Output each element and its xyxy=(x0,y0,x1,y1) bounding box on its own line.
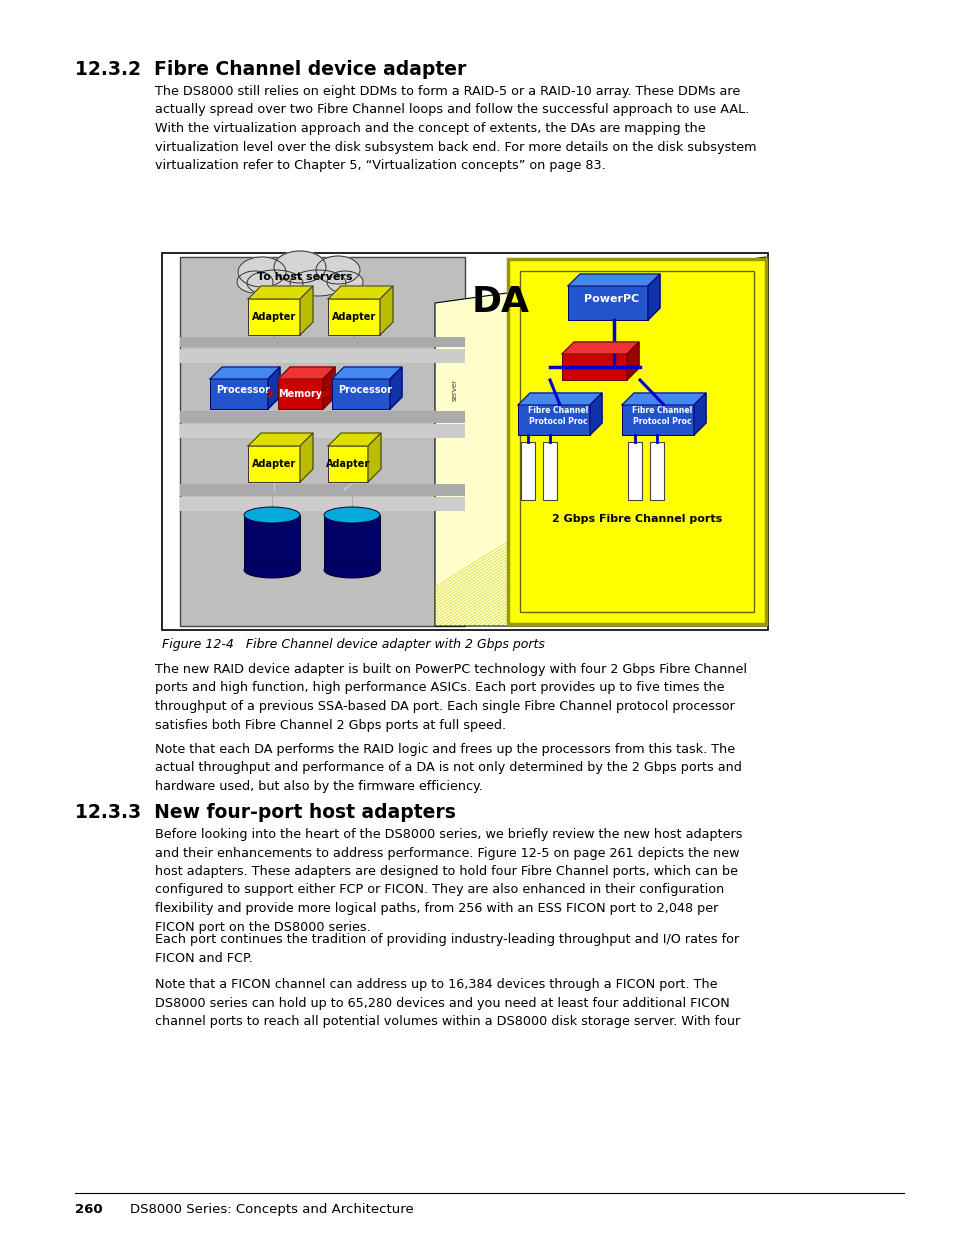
Text: 12.3.3  New four-port host adapters: 12.3.3 New four-port host adapters xyxy=(75,803,456,823)
Polygon shape xyxy=(268,367,280,409)
Text: PowerPC: PowerPC xyxy=(584,294,639,304)
Text: Fibre Channel
Protocol Proc: Fibre Channel Protocol Proc xyxy=(631,406,691,426)
Text: 2 Gbps Fibre Channel ports: 2 Gbps Fibre Channel ports xyxy=(551,514,721,524)
Bar xyxy=(162,253,767,630)
Ellipse shape xyxy=(237,257,286,287)
Text: The DS8000 still relies on eight DDMs to form a RAID-5 or a RAID-10 array. These: The DS8000 still relies on eight DDMs to… xyxy=(154,85,756,172)
Text: Adapter: Adapter xyxy=(252,312,295,322)
Text: Adapter: Adapter xyxy=(332,312,375,322)
Polygon shape xyxy=(647,274,659,320)
Text: server: server xyxy=(452,379,457,401)
Polygon shape xyxy=(248,433,313,446)
Bar xyxy=(180,350,464,363)
Bar xyxy=(507,259,765,624)
Ellipse shape xyxy=(274,251,326,283)
Bar xyxy=(621,405,693,435)
Text: Processor: Processor xyxy=(337,385,392,395)
Polygon shape xyxy=(328,287,393,299)
Polygon shape xyxy=(693,393,705,435)
Ellipse shape xyxy=(236,270,273,293)
Bar xyxy=(649,442,663,500)
Text: 260: 260 xyxy=(75,1203,103,1216)
Text: Note that a FICON channel can address up to 16,384 devices through a FICON port.: Note that a FICON channel can address up… xyxy=(154,978,740,1028)
Bar xyxy=(519,270,753,613)
Bar xyxy=(210,379,268,409)
Bar xyxy=(561,354,626,380)
Text: Figure 12-4   Fibre Channel device adapter with 2 Gbps ports: Figure 12-4 Fibre Channel device adapter… xyxy=(162,638,544,651)
Bar xyxy=(567,287,647,320)
Ellipse shape xyxy=(244,562,299,578)
Text: Processor: Processor xyxy=(215,385,270,395)
Text: The new RAID device adapter is built on PowerPC technology with four 2 Gbps Fibr: The new RAID device adapter is built on … xyxy=(154,663,746,731)
Bar xyxy=(517,405,589,435)
Ellipse shape xyxy=(327,270,363,293)
Polygon shape xyxy=(517,393,601,405)
Polygon shape xyxy=(210,367,280,379)
Bar xyxy=(520,442,535,500)
Polygon shape xyxy=(589,393,601,435)
Polygon shape xyxy=(435,257,765,626)
Bar xyxy=(180,496,464,511)
Polygon shape xyxy=(332,367,401,379)
Bar xyxy=(180,257,464,626)
Ellipse shape xyxy=(290,270,346,296)
Text: Note that each DA performs the RAID logic and frees up the processors from this : Note that each DA performs the RAID logi… xyxy=(154,743,741,793)
Bar xyxy=(244,515,299,571)
Polygon shape xyxy=(390,367,401,409)
Text: Memory: Memory xyxy=(278,389,322,399)
Text: DS8000 Series: Concepts and Architecture: DS8000 Series: Concepts and Architecture xyxy=(130,1203,414,1216)
Polygon shape xyxy=(328,433,380,446)
Ellipse shape xyxy=(244,508,299,522)
Polygon shape xyxy=(248,287,313,299)
Polygon shape xyxy=(621,393,705,405)
Bar xyxy=(180,484,464,496)
Text: 12.3.2  Fibre Channel device adapter: 12.3.2 Fibre Channel device adapter xyxy=(75,61,466,79)
Bar xyxy=(328,299,379,335)
Text: Adapter: Adapter xyxy=(326,459,370,469)
Bar xyxy=(180,411,464,424)
Bar xyxy=(180,337,464,347)
Bar xyxy=(542,442,557,500)
Polygon shape xyxy=(299,433,313,482)
Ellipse shape xyxy=(324,508,379,522)
Polygon shape xyxy=(299,287,313,335)
Text: DA: DA xyxy=(472,285,530,319)
Bar xyxy=(248,299,299,335)
Text: To host servers: To host servers xyxy=(257,272,353,282)
Text: Fibre Channel
Protocol Proc: Fibre Channel Protocol Proc xyxy=(527,406,587,426)
Bar xyxy=(328,446,368,482)
Bar xyxy=(248,446,299,482)
Polygon shape xyxy=(368,433,380,482)
Text: Adapter: Adapter xyxy=(252,459,295,469)
Bar xyxy=(180,424,464,438)
Bar xyxy=(277,379,323,409)
Text: Before looking into the heart of the DS8000 series, we briefly review the new ho: Before looking into the heart of the DS8… xyxy=(154,827,741,934)
Polygon shape xyxy=(561,342,639,354)
Polygon shape xyxy=(626,342,639,380)
Ellipse shape xyxy=(247,270,303,296)
Ellipse shape xyxy=(324,562,379,578)
Polygon shape xyxy=(277,367,335,379)
Bar xyxy=(324,515,379,571)
Polygon shape xyxy=(379,287,393,335)
Polygon shape xyxy=(323,367,335,409)
Polygon shape xyxy=(567,274,659,287)
Bar xyxy=(627,442,641,500)
Bar xyxy=(332,379,390,409)
Text: Each port continues the tradition of providing industry-leading throughput and I: Each port continues the tradition of pro… xyxy=(154,932,739,965)
Ellipse shape xyxy=(315,256,359,284)
